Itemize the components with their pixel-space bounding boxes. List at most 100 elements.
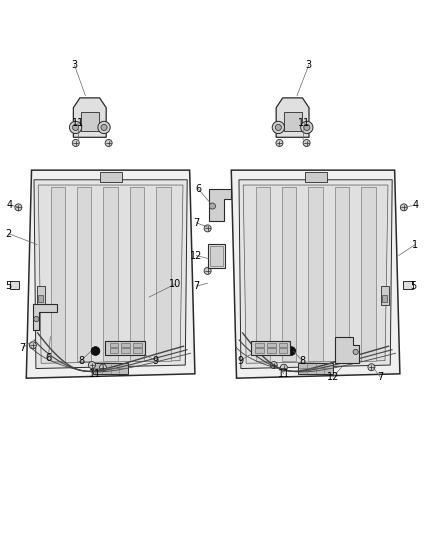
Text: 12: 12 — [190, 251, 202, 261]
Text: 11: 11 — [72, 118, 84, 128]
Polygon shape — [38, 185, 183, 364]
Bar — [38, 295, 43, 302]
Polygon shape — [239, 180, 392, 368]
Circle shape — [105, 140, 112, 147]
Text: 1: 1 — [412, 240, 418, 249]
Bar — [267, 343, 276, 347]
Bar — [100, 172, 122, 182]
Circle shape — [72, 140, 79, 147]
Bar — [156, 187, 170, 361]
Text: 7: 7 — [377, 372, 383, 382]
Bar — [110, 349, 118, 353]
Circle shape — [303, 140, 310, 147]
Circle shape — [272, 122, 285, 134]
Bar — [121, 349, 130, 353]
Bar — [121, 343, 130, 347]
Text: 12: 12 — [327, 372, 339, 382]
Polygon shape — [231, 170, 400, 378]
Circle shape — [400, 204, 407, 211]
Bar — [133, 349, 142, 353]
Bar — [282, 187, 297, 361]
Circle shape — [304, 124, 310, 131]
Bar — [10, 281, 19, 289]
Text: 8: 8 — [78, 356, 84, 366]
Polygon shape — [209, 189, 231, 221]
Bar — [210, 246, 223, 265]
Text: 11: 11 — [89, 369, 102, 379]
Bar — [103, 187, 118, 361]
Circle shape — [34, 317, 39, 322]
Polygon shape — [26, 170, 195, 378]
Circle shape — [99, 364, 106, 371]
Circle shape — [280, 364, 287, 371]
Bar — [133, 343, 142, 347]
Bar — [279, 343, 287, 347]
Circle shape — [98, 122, 110, 134]
Text: 5: 5 — [410, 281, 417, 291]
Polygon shape — [93, 363, 128, 374]
Bar — [381, 286, 389, 305]
Circle shape — [287, 346, 296, 356]
Bar — [361, 187, 375, 361]
Bar — [305, 172, 327, 182]
Bar — [130, 187, 144, 361]
Text: 7: 7 — [193, 217, 199, 228]
Circle shape — [353, 349, 358, 354]
Polygon shape — [81, 112, 99, 131]
Polygon shape — [105, 341, 145, 354]
Circle shape — [101, 124, 107, 131]
Polygon shape — [283, 112, 302, 131]
Text: 9: 9 — [237, 356, 243, 366]
Circle shape — [204, 225, 211, 232]
Circle shape — [300, 122, 313, 134]
Text: 2: 2 — [6, 229, 12, 239]
Circle shape — [276, 140, 283, 147]
Polygon shape — [33, 304, 57, 330]
Circle shape — [72, 124, 78, 131]
Circle shape — [209, 203, 215, 209]
Bar — [403, 281, 413, 289]
Text: 11: 11 — [278, 369, 290, 379]
Bar — [255, 343, 264, 347]
Bar — [256, 187, 270, 361]
Text: 4: 4 — [412, 200, 418, 210]
Text: 4: 4 — [7, 200, 13, 210]
Polygon shape — [276, 98, 309, 138]
Circle shape — [15, 204, 22, 211]
Polygon shape — [73, 98, 106, 138]
Bar — [308, 187, 323, 361]
Bar — [77, 187, 92, 361]
Polygon shape — [243, 185, 388, 364]
Text: 11: 11 — [298, 118, 311, 128]
Polygon shape — [251, 341, 290, 354]
Bar — [279, 349, 287, 353]
Circle shape — [368, 364, 375, 371]
Bar — [110, 343, 118, 347]
Text: 3: 3 — [71, 60, 78, 70]
Text: 8: 8 — [299, 356, 305, 366]
Bar — [335, 187, 349, 361]
Text: 7: 7 — [193, 281, 199, 291]
Bar — [267, 349, 276, 353]
Circle shape — [270, 361, 277, 368]
Text: 10: 10 — [169, 279, 181, 289]
Circle shape — [91, 346, 100, 356]
Text: 9: 9 — [152, 356, 159, 366]
Text: 7: 7 — [20, 343, 26, 352]
Circle shape — [276, 124, 281, 131]
Circle shape — [69, 122, 81, 134]
Text: 6: 6 — [195, 183, 201, 193]
Bar — [382, 295, 387, 302]
Polygon shape — [34, 180, 187, 368]
Text: 3: 3 — [306, 60, 312, 70]
Text: 5: 5 — [6, 281, 12, 291]
Circle shape — [29, 342, 36, 349]
Bar — [51, 187, 65, 361]
Bar — [255, 349, 264, 353]
Bar — [37, 286, 45, 305]
Polygon shape — [208, 244, 225, 268]
Polygon shape — [335, 336, 359, 363]
Circle shape — [204, 268, 211, 274]
Circle shape — [88, 361, 95, 368]
Polygon shape — [298, 363, 333, 374]
